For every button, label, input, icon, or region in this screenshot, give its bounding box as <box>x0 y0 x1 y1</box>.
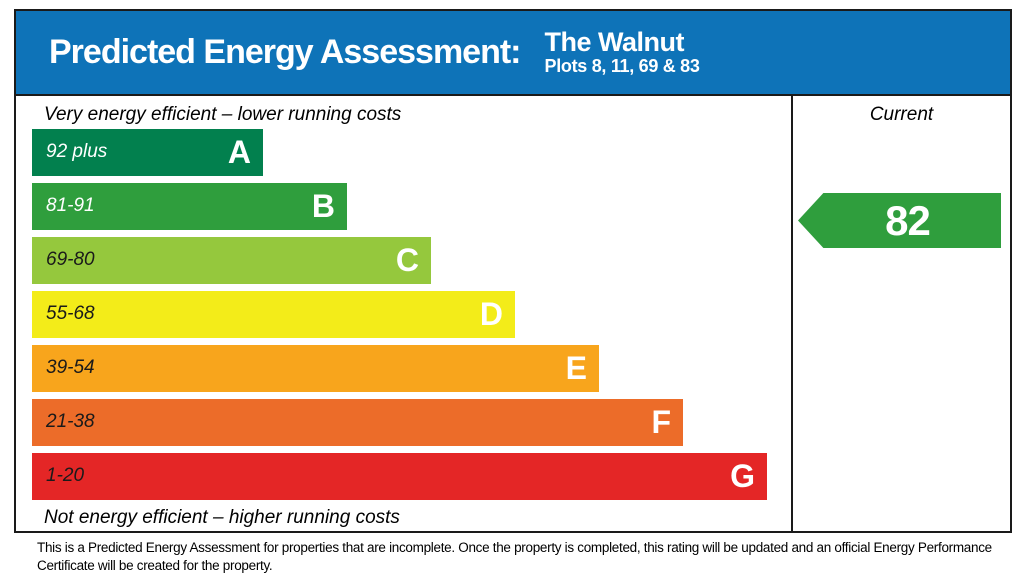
band-range-label-g: 1-20 <box>46 465 85 487</box>
band-row-d: 55-68 D <box>32 290 791 338</box>
rating-scale-pane: Very energy efficient – lower running co… <box>16 96 793 531</box>
band-letter-g: G <box>730 458 755 495</box>
current-rating-value: 82 <box>885 196 931 244</box>
certificate-body: Very energy efficient – lower running co… <box>16 96 1010 531</box>
current-rating-arrow: 82 <box>798 193 1001 248</box>
band-range-label-d: 55-68 <box>46 303 95 325</box>
band-row-f: 21-38 F <box>32 398 791 446</box>
bands-container: 92 plus A 81-91 B 69-80 C 55-68 D 39-54 E 21-38 F 1-… <box>32 128 791 500</box>
band-letter-a: A <box>227 134 251 171</box>
band-bar-g: 1-20 G <box>32 452 767 500</box>
band-letter-f: F <box>651 404 671 441</box>
band-letter-b: B <box>311 188 335 225</box>
band-range-label-f: 21-38 <box>46 411 95 433</box>
band-row-c: 69-80 C <box>32 236 791 284</box>
property-block: The Walnut Plots 8, 11, 69 & 83 <box>544 26 700 78</box>
band-bar-e: 39-54 E <box>32 344 599 392</box>
header: Predicted Energy Assessment: The Walnut … <box>16 11 1010 96</box>
top-caption: Very energy efficient – lower running co… <box>44 104 402 125</box>
band-bar-a: 92 plus A <box>32 128 263 176</box>
band-row-a: 92 plus A <box>32 128 791 176</box>
band-bar-f: 21-38 F <box>32 398 683 446</box>
band-range-label-a: 92 plus <box>46 141 108 163</box>
band-letter-c: C <box>395 242 419 279</box>
band-bar-b: 81-91 B <box>32 182 347 230</box>
band-bar-d: 55-68 D <box>32 290 515 338</box>
band-letter-e: E <box>565 350 587 387</box>
footer-note: This is a Predicted Energy Assessment fo… <box>37 540 992 573</box>
band-bar-c: 69-80 C <box>32 236 431 284</box>
bottom-caption: Not energy efficient – higher running co… <box>44 506 400 528</box>
band-range-label-c: 69-80 <box>46 249 95 271</box>
band-row-b: 81-91 B <box>32 182 791 230</box>
band-range-label-e: 39-54 <box>46 357 95 379</box>
band-row-g: 1-20 G <box>32 452 791 500</box>
current-column-label: Current <box>869 104 934 125</box>
current-rating-pane: Current 82 <box>793 96 1010 531</box>
band-letter-d: D <box>479 296 503 333</box>
band-row-e: 39-54 E <box>32 344 791 392</box>
band-range-label-b: 81-91 <box>46 195 95 217</box>
property-name: The Walnut <box>544 26 685 57</box>
property-plots: Plots 8, 11, 69 & 83 <box>544 55 700 76</box>
page-title: Predicted Energy Assessment: <box>49 33 521 71</box>
certificate-box: Predicted Energy Assessment: The Walnut … <box>14 9 1012 533</box>
